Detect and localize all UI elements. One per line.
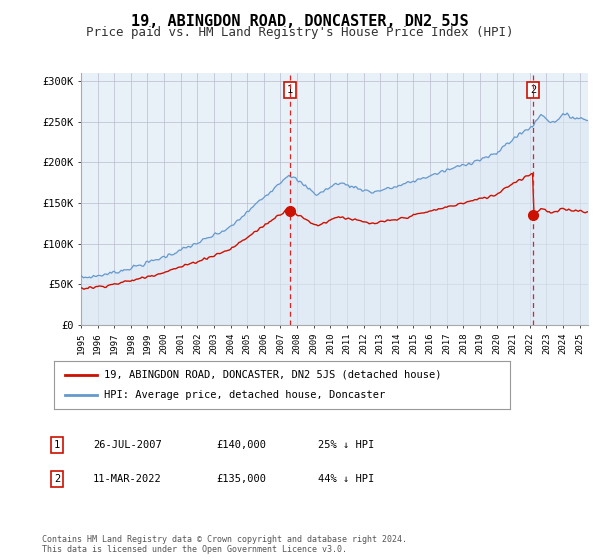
Text: Contains HM Land Registry data © Crown copyright and database right 2024.
This d: Contains HM Land Registry data © Crown c… (42, 535, 407, 554)
Text: 2: 2 (54, 474, 60, 484)
Text: 25% ↓ HPI: 25% ↓ HPI (318, 440, 374, 450)
Text: 19, ABINGDON ROAD, DONCASTER, DN2 5JS: 19, ABINGDON ROAD, DONCASTER, DN2 5JS (131, 14, 469, 29)
Text: £140,000: £140,000 (216, 440, 266, 450)
Text: 44% ↓ HPI: 44% ↓ HPI (318, 474, 374, 484)
Text: 26-JUL-2007: 26-JUL-2007 (93, 440, 162, 450)
Text: HPI: Average price, detached house, Doncaster: HPI: Average price, detached house, Donc… (104, 390, 385, 400)
Text: £135,000: £135,000 (216, 474, 266, 484)
Text: Price paid vs. HM Land Registry's House Price Index (HPI): Price paid vs. HM Land Registry's House … (86, 26, 514, 39)
Text: 19, ABINGDON ROAD, DONCASTER, DN2 5JS (detached house): 19, ABINGDON ROAD, DONCASTER, DN2 5JS (d… (104, 370, 442, 380)
Text: 1: 1 (54, 440, 60, 450)
Text: 2: 2 (530, 85, 536, 95)
Text: 1: 1 (287, 85, 293, 95)
Text: 11-MAR-2022: 11-MAR-2022 (93, 474, 162, 484)
